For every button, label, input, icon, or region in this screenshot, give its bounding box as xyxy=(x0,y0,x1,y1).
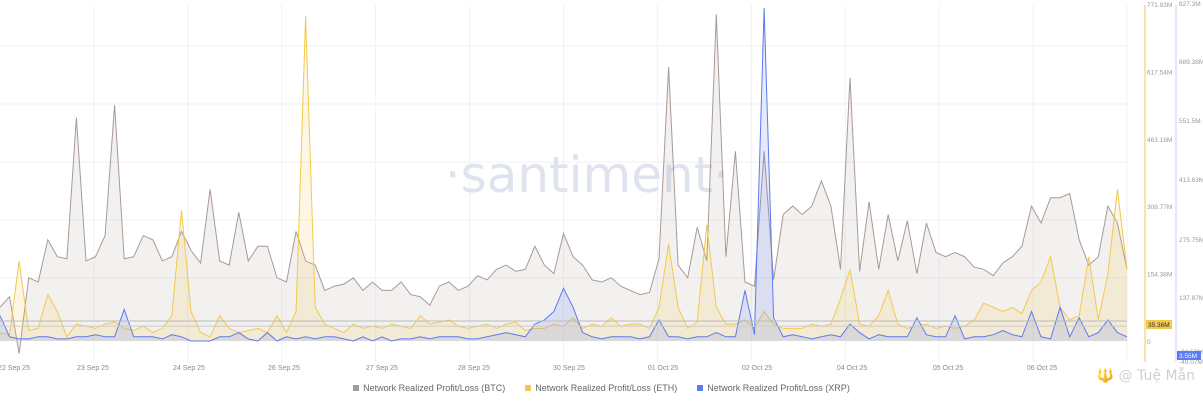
legend-item-eth[interactable]: Network Realized Profit/Loss (ETH) xyxy=(525,383,677,393)
x-tick-label: 22 Sep 25 xyxy=(0,365,30,372)
x-tick-label: 02 Oct 25 xyxy=(742,365,772,372)
btc-axis-tick: 827.3M xyxy=(1179,1,1201,8)
eth-axis-tick: 771.93M xyxy=(1147,2,1172,9)
btc-axis-tick: 551.5M xyxy=(1179,118,1201,125)
x-tick-label: 30 Sep 25 xyxy=(553,365,585,372)
legend: Network Realized Profit/Loss (BTC) Netwo… xyxy=(0,383,1203,393)
btc-axis-tick: -49.07M xyxy=(1179,359,1203,366)
legend-swatch-eth xyxy=(525,385,532,391)
eth-axis-tick: 0 xyxy=(1147,339,1151,346)
x-tick-label: 04 Oct 25 xyxy=(837,365,867,372)
x-tick-label: 05 Oct 25 xyxy=(933,365,963,372)
x-tick-label: 28 Sep 25 xyxy=(458,365,490,372)
author-credit: 🔱 @ Tuệ Mẫn xyxy=(1096,368,1195,384)
btc-axis-tick: 275.75M xyxy=(1179,237,1203,244)
x-tick-label: 23 Sep 25 xyxy=(77,365,109,372)
x-tick-label: 27 Sep 25 xyxy=(366,365,398,372)
eth-current-badge xyxy=(1146,320,1172,329)
legend-label-btc: Network Realized Profit/Loss (BTC) xyxy=(363,383,506,393)
grid-lines xyxy=(0,5,1128,362)
series-area-btc xyxy=(0,14,1127,354)
eth-axis-tick: 463.16M xyxy=(1147,137,1172,144)
btc-axis-tick: 689.38M xyxy=(1179,59,1203,66)
series-line-xrp[interactable] xyxy=(0,7,1128,342)
eth-current-label: 35.36M xyxy=(1148,322,1170,329)
legend-label-xrp: Network Realized Profit/Loss (XRP) xyxy=(707,383,850,393)
legend-label-eth: Network Realized Profit/Loss (ETH) xyxy=(535,383,678,393)
eth-axis-tick: 308.77M xyxy=(1147,204,1172,211)
series-layer xyxy=(0,7,1128,354)
eth-axis-tick: 154.38M xyxy=(1147,272,1172,279)
xrp-current-label: 3.55M xyxy=(1179,353,1197,360)
legend-swatch-xrp xyxy=(697,385,704,391)
x-tick-label: 24 Sep 25 xyxy=(173,365,205,372)
legend-item-btc[interactable]: Network Realized Profit/Loss (BTC) xyxy=(353,383,505,393)
right-axes: 771.93M 617.54M 463.16M 308.77M 154.38M 0 827.… xyxy=(1144,1,1203,366)
legend-swatch-btc xyxy=(353,385,360,391)
btc-axis-tick: 137.87M xyxy=(1179,295,1203,302)
watermark: ·santiment· xyxy=(445,146,729,204)
x-tick-label: 06 Oct 25 xyxy=(1027,365,1057,372)
series-line-btc[interactable] xyxy=(0,14,1128,354)
eth-axis-tick: 617.54M xyxy=(1147,69,1172,76)
x-tick-label: 26 Sep 25 xyxy=(268,365,300,372)
legend-item-xrp[interactable]: Network Realized Profit/Loss (XRP) xyxy=(697,383,850,393)
xrp-current-badge xyxy=(1177,351,1201,360)
btc-axis-tick: 413.63M xyxy=(1179,177,1203,184)
x-axis: 22 Sep 25 23 Sep 25 24 Sep 25 26 Sep 25 27 S… xyxy=(0,365,1057,372)
x-tick-label: 01 Oct 25 xyxy=(648,365,678,372)
